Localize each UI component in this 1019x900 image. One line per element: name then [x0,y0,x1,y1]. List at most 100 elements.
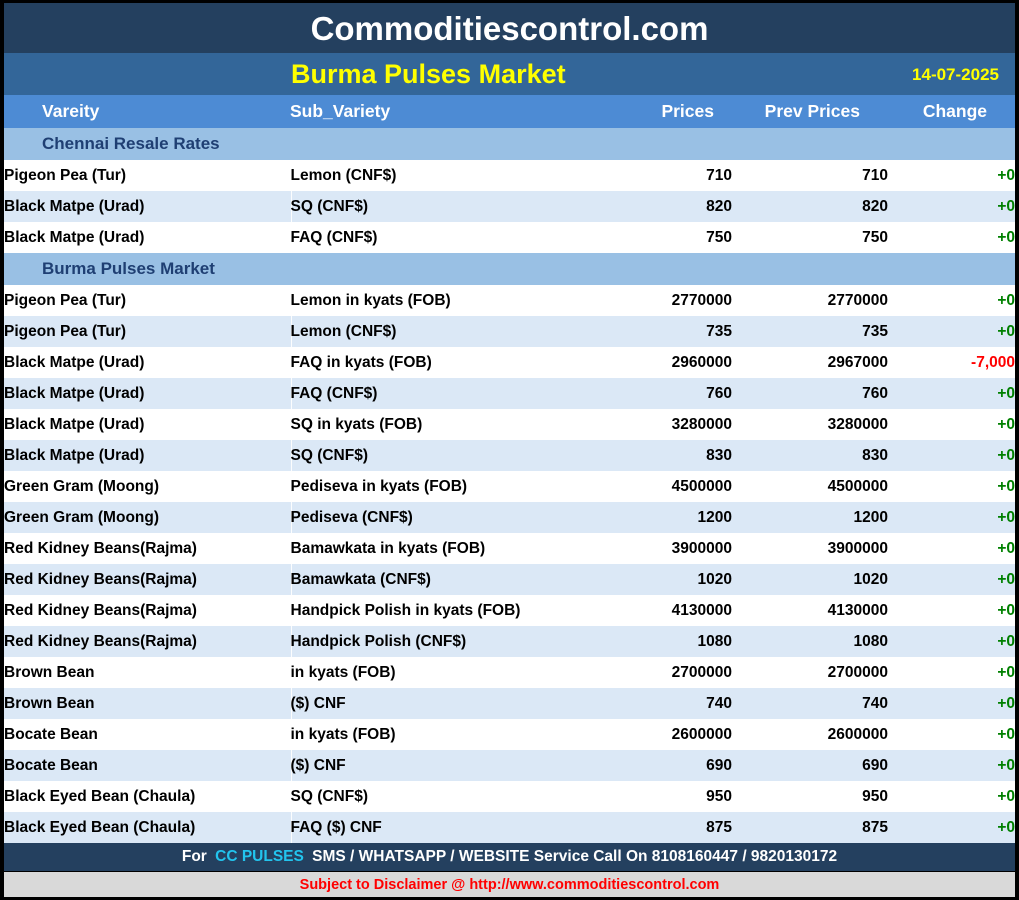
cell-variety: Black Matpe (Urad) [4,222,290,253]
cell-change: +0 [888,812,1015,843]
cell-variety: Red Kidney Beans(Rajma) [4,595,290,626]
cell-change: +0 [888,688,1015,719]
column-header-change[interactable]: Change [888,95,1015,128]
cell-change: +0 [888,626,1015,657]
cell-change: +0 [888,222,1015,253]
table-row: Bocate Bean in kyats (FOB) 2600000 2600000 +… [4,719,1015,750]
cell-variety: Red Kidney Beans(Rajma) [4,564,290,595]
table-row: Pigeon Pea (Tur) Lemon (CNF$) 710 710 +0 [4,160,1015,191]
table-header: Vareity Sub_Variety Prices Prev Prices C… [4,95,1015,128]
cell-prev-price: 4500000 [732,471,888,502]
cell-change: -7,000 [888,347,1015,378]
cell-sub-variety: FAQ (CNF$) [290,378,590,409]
section-title: Burma Pulses Market [4,253,1015,285]
cell-change: +0 [888,285,1015,316]
cell-prev-price: 1020 [732,564,888,595]
table-row: Black Matpe (Urad) SQ (CNF$) 830 830 +0 [4,440,1015,471]
cell-change: +0 [888,564,1015,595]
cell-prev-price: 950 [732,781,888,812]
cell-variety: Green Gram (Moong) [4,502,290,533]
cell-change: +0 [888,719,1015,750]
cell-price: 4130000 [590,595,732,626]
cell-prev-price: 690 [732,750,888,781]
cell-sub-variety: in kyats (FOB) [290,719,590,750]
service-footer: For CC PULSES SMS / WHATSAPP / WEBSITE S… [4,843,1015,871]
cell-change: +0 [888,160,1015,191]
cell-prev-price: 3280000 [732,409,888,440]
cell-prev-price: 710 [732,160,888,191]
column-header-variety[interactable]: Vareity [4,95,290,128]
cell-price: 1020 [590,564,732,595]
table-row: Black Eyed Bean (Chaula) FAQ ($) CNF 875 87… [4,812,1015,843]
cell-prev-price: 1200 [732,502,888,533]
cell-change: +0 [888,781,1015,812]
cc-pulses-highlight: CC PULSES [215,848,304,865]
cell-change: +0 [888,378,1015,409]
cell-variety: Bocate Bean [4,750,290,781]
cell-price: 875 [590,812,732,843]
table-row: Red Kidney Beans(Rajma) Bamawkata in kyat… [4,533,1015,564]
table-row: Pigeon Pea (Tur) Lemon (CNF$) 735 735 +0 [4,316,1015,347]
cell-price: 4500000 [590,471,732,502]
cell-price: 3280000 [590,409,732,440]
disclaimer-footer: Subject to Disclaimer @ http://www.commo… [4,871,1015,897]
cell-sub-variety: Lemon (CNF$) [290,316,590,347]
cell-sub-variety: Pediseva in kyats (FOB) [290,471,590,502]
cell-sub-variety: Handpick Polish in kyats (FOB) [290,595,590,626]
cell-sub-variety: in kyats (FOB) [290,657,590,688]
cell-sub-variety: FAQ (CNF$) [290,222,590,253]
cell-prev-price: 1080 [732,626,888,657]
cell-change: +0 [888,657,1015,688]
table-header-row: Vareity Sub_Variety Prices Prev Prices C… [4,95,1015,128]
cell-sub-variety: SQ (CNF$) [290,440,590,471]
cell-sub-variety: SQ (CNF$) [290,191,590,222]
cell-price: 2700000 [590,657,732,688]
cell-change: +0 [888,750,1015,781]
cell-variety: Black Matpe (Urad) [4,378,290,409]
cell-variety: Black Eyed Bean (Chaula) [4,812,290,843]
table-row: Black Eyed Bean (Chaula) SQ (CNF$) 950 950 +… [4,781,1015,812]
cell-prev-price: 2770000 [732,285,888,316]
cell-price: 3900000 [590,533,732,564]
section-header-row: Chennai Resale Rates [4,128,1015,160]
cell-variety: Black Eyed Bean (Chaula) [4,781,290,812]
cell-variety: Red Kidney Beans(Rajma) [4,626,290,657]
table-row: Bocate Bean ($) CNF 690 690 +0 [4,750,1015,781]
table-row: Black Matpe (Urad) FAQ (CNF$) 760 760 +0 [4,378,1015,409]
report-subheader: Burma Pulses Market 14-07-2025 [4,53,1015,95]
cell-prev-price: 760 [732,378,888,409]
cell-variety: Green Gram (Moong) [4,471,290,502]
cell-change: +0 [888,316,1015,347]
cell-variety: Red Kidney Beans(Rajma) [4,533,290,564]
table-row: Red Kidney Beans(Rajma) Bamawkata (CNF$) 1… [4,564,1015,595]
cell-price: 2770000 [590,285,732,316]
table-row: Red Kidney Beans(Rajma) Handpick Polish (… [4,626,1015,657]
cell-change: +0 [888,502,1015,533]
cell-price: 735 [590,316,732,347]
cell-price: 740 [590,688,732,719]
column-header-sub-variety[interactable]: Sub_Variety [290,95,590,128]
cell-variety: Black Matpe (Urad) [4,440,290,471]
cell-sub-variety: Pediseva (CNF$) [290,502,590,533]
report-title: Burma Pulses Market [291,58,566,89]
cell-price: 710 [590,160,732,191]
site-title: Commoditiescontrol.com [310,9,709,47]
cell-change: +0 [888,595,1015,626]
section-header-row: Burma Pulses Market [4,253,1015,285]
cell-sub-variety: FAQ ($) CNF [290,812,590,843]
table-row: Black Matpe (Urad) SQ (CNF$) 820 820 +0 [4,191,1015,222]
cell-variety: Bocate Bean [4,719,290,750]
table-row: Black Matpe (Urad) SQ in kyats (FOB) 32800… [4,409,1015,440]
column-header-prices[interactable]: Prices [590,95,732,128]
cell-price: 950 [590,781,732,812]
cell-change: +0 [888,471,1015,502]
cell-variety: Black Matpe (Urad) [4,347,290,378]
cell-prev-price: 740 [732,688,888,719]
cell-prev-price: 2700000 [732,657,888,688]
column-header-prev-prices[interactable]: Prev Prices [732,95,888,128]
table-row: Pigeon Pea (Tur) Lemon in kyats (FOB) 2770… [4,285,1015,316]
cell-variety: Black Matpe (Urad) [4,409,290,440]
cell-variety: Pigeon Pea (Tur) [4,316,290,347]
cell-variety: Brown Bean [4,688,290,719]
